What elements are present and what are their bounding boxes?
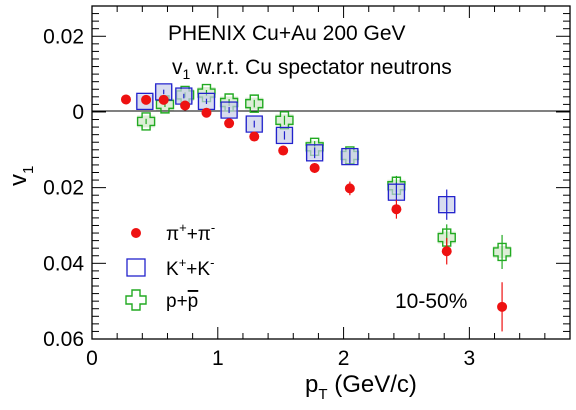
data-point-kaon [341,147,359,166]
data-point-pion [141,94,152,105]
data-point-proton [245,94,264,113]
centrality-label: 10-50% [395,290,467,313]
legend-marker-pion [131,228,141,238]
x-tick-label: 3 [464,347,476,370]
data-point-pion [249,131,260,142]
chart-subtitle: v1 w.r.t. Cu spectator neutrons [172,56,452,82]
data-point-kaon [305,144,324,162]
x-axis-label: pT (GeV/c) [305,371,417,403]
data-point-pion [278,145,289,156]
data-point-pion [158,94,169,105]
data-point-kaon [275,126,294,145]
legend-label-kaon: K++K- [166,255,214,280]
data-point-pion [180,100,191,111]
axis-ticks [91,5,571,340]
legend-label-proton: p+p [166,291,198,312]
series-pion [120,94,508,332]
x-tick-label: 1 [212,347,224,370]
data-point-proton [492,242,512,262]
y-tick-label: 0 [72,101,84,124]
data-point-pion [344,183,355,194]
data-point-kaon [136,92,154,111]
data-point-kaon [220,101,238,119]
data-point-pion [497,301,508,312]
data-point-pion [201,107,212,118]
y-tick-label: 0.06 [43,328,84,351]
legend: π++π- K++K- p+p [125,220,215,312]
axis-tick-labels: 0 1 2 3 0.02 0 0.02 0.04 0.06 [43,25,475,370]
x-tick-label: 2 [338,347,350,370]
legend-marker-kaon [126,258,146,277]
legend-marker-proton [125,289,147,311]
data-point-pion [309,162,320,173]
data-point-pion [441,246,452,257]
data-point-proton [136,112,156,131]
data-point-pion [224,118,235,129]
data-point-kaon [438,196,456,214]
data-point-pion [120,94,131,105]
data-point-pion [391,204,402,215]
chart-title: PHENIX Cu+Au 200 GeV [168,22,406,45]
y-axis-label: v1 [5,166,37,186]
legend-label-pion: π++π- [166,220,215,245]
y-tick-label: 0.04 [43,252,84,275]
y-tick-label: 0.02 [43,177,84,200]
data-series [120,83,512,332]
x-tick-label: 0 [86,347,98,370]
y-tick-label: 0.02 [43,25,84,48]
data-point-proton [437,228,456,247]
